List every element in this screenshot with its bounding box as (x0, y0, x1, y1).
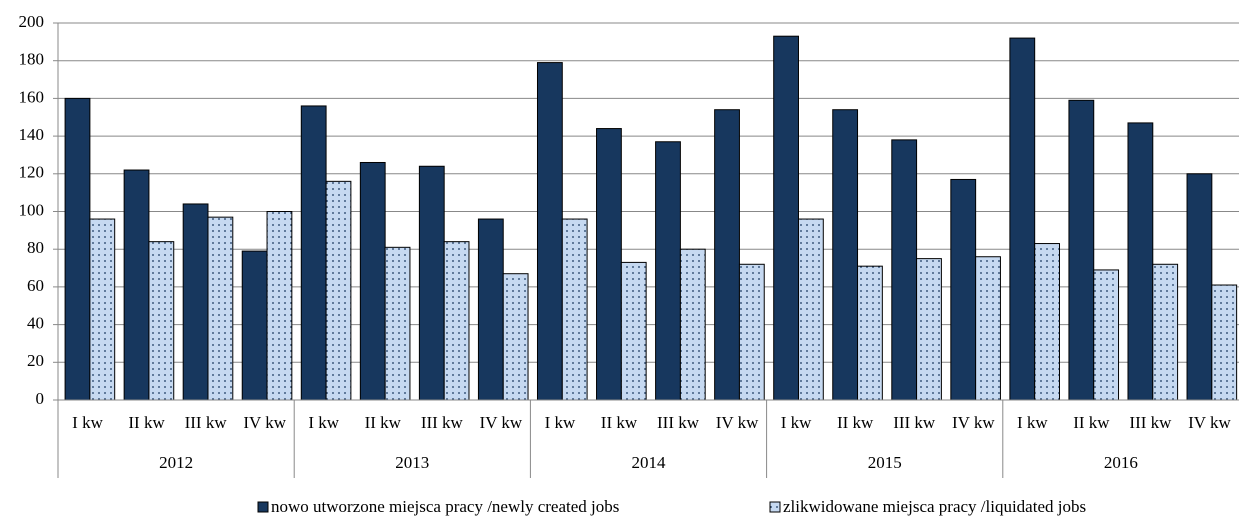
bar (1034, 243, 1060, 401)
bar (1068, 99, 1095, 401)
bar (325, 180, 352, 401)
x-tick-label: III kw (185, 413, 228, 432)
x-tick-label: II kw (365, 413, 402, 432)
x-tick-label: IV kw (1188, 413, 1231, 432)
bar (738, 263, 765, 401)
bar (536, 62, 563, 401)
bar (182, 203, 209, 401)
bar (241, 250, 268, 401)
bar (1186, 173, 1213, 401)
group-label: 2012 (159, 453, 193, 472)
bar (714, 109, 740, 401)
x-tick-label: I kw (308, 413, 339, 432)
x-tick-label: IV kw (243, 413, 286, 432)
group-label: 2015 (868, 453, 902, 472)
group-label: 2013 (395, 453, 429, 472)
bar (1093, 269, 1120, 401)
group-label: 2016 (1104, 453, 1138, 472)
bar (561, 218, 588, 401)
x-tick-label: IV kw (952, 413, 995, 432)
y-tick-label: 40 (27, 314, 44, 333)
bar (655, 141, 681, 401)
bar (891, 139, 918, 401)
x-tick-label: II kw (128, 413, 165, 432)
bar (207, 216, 234, 401)
bar (123, 169, 150, 401)
bar (596, 128, 622, 401)
bar (797, 218, 824, 401)
y-tick-label: 0 (36, 389, 45, 408)
bar (620, 261, 647, 401)
x-tick-label: I kw (1017, 413, 1048, 432)
x-tick-label: I kw (545, 413, 576, 432)
x-tick-label: II kw (1073, 413, 1110, 432)
legend-label: zlikwidowane miejsca pracy /liquidated j… (783, 497, 1086, 516)
bar (679, 248, 706, 401)
x-tick-label: III kw (893, 413, 936, 432)
bar (1127, 122, 1154, 401)
x-tick-label: I kw (781, 413, 812, 432)
bar (502, 273, 529, 401)
y-tick-label: 60 (27, 276, 44, 295)
bar (773, 35, 799, 401)
x-tick-label: IV kw (480, 413, 523, 432)
bar (359, 161, 386, 401)
bar (916, 258, 942, 401)
bar (266, 211, 293, 401)
x-tick-label: II kw (601, 413, 638, 432)
bar (64, 97, 91, 401)
x-tick-label: IV kw (716, 413, 759, 432)
x-tick-label: III kw (1129, 413, 1172, 432)
y-tick-label: 140 (19, 125, 45, 144)
y-tick-label: 20 (27, 351, 44, 370)
bar (443, 241, 470, 401)
y-tick-label: 160 (19, 87, 45, 106)
legend-swatch (769, 501, 781, 513)
bar (857, 265, 883, 401)
bar (832, 109, 859, 401)
bar (89, 218, 116, 401)
y-tick-label: 200 (19, 12, 45, 31)
legend-swatch (257, 501, 269, 513)
y-tick-label: 100 (19, 200, 45, 219)
bar (975, 256, 1001, 401)
bar (418, 165, 445, 401)
x-tick-label: III kw (421, 413, 464, 432)
bar (1211, 284, 1238, 401)
legend-label: nowo utworzone miejsca pracy /newly crea… (271, 497, 619, 516)
y-tick-label: 120 (19, 163, 45, 182)
bar (1152, 263, 1179, 401)
group-label: 2014 (632, 453, 667, 472)
x-tick-label: III kw (657, 413, 700, 432)
y-tick-label: 80 (27, 238, 44, 257)
bar (950, 178, 977, 401)
bar (300, 105, 327, 401)
bar (148, 241, 175, 401)
x-tick-label: II kw (837, 413, 874, 432)
bar (1009, 37, 1036, 401)
bar (477, 218, 504, 401)
y-tick-label: 180 (19, 50, 45, 69)
bar (384, 246, 411, 401)
x-tick-label: I kw (72, 413, 103, 432)
